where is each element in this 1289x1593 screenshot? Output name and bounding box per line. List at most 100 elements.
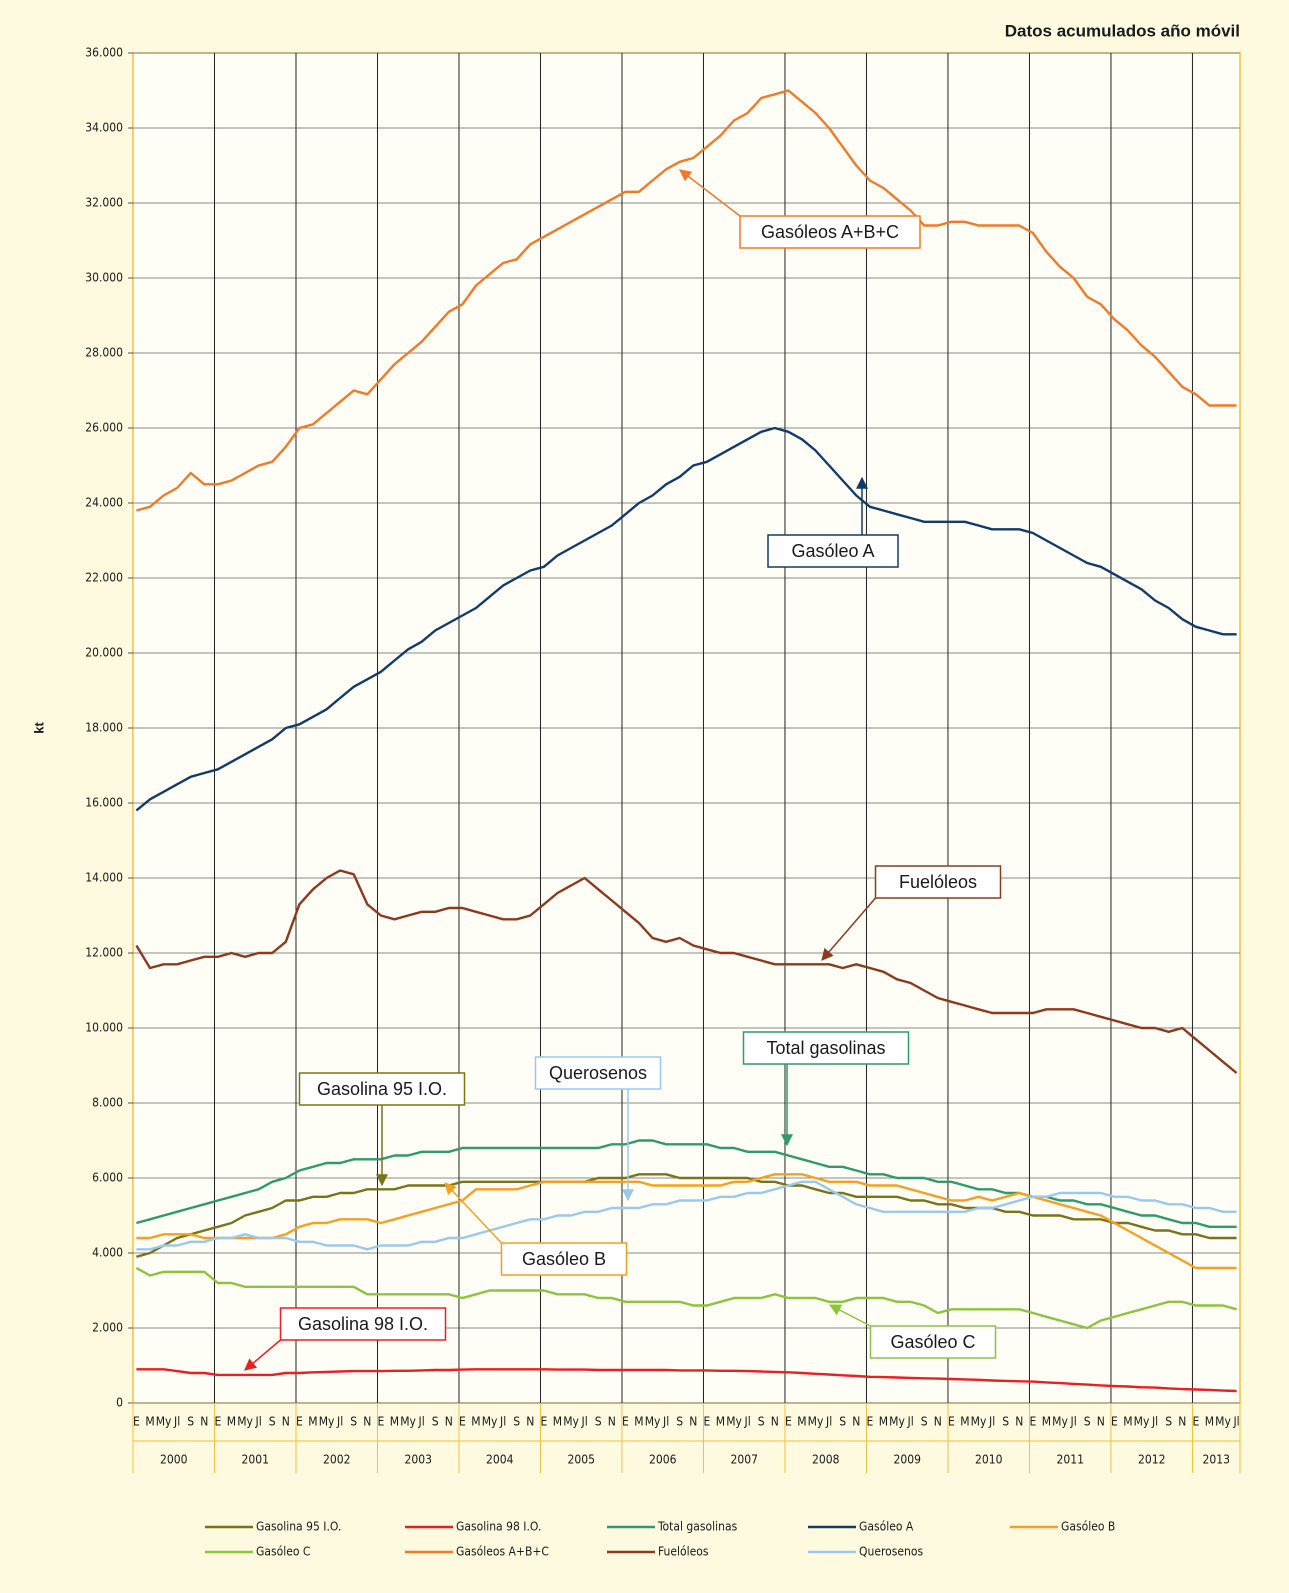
x-tick-label: S	[595, 1415, 602, 1429]
x-tick-label: S	[269, 1415, 276, 1429]
legend-label: Gasóleo C	[256, 1545, 310, 1559]
y-tick-label: 8.000	[92, 1096, 123, 1110]
annotation: Gasóleo A	[791, 541, 874, 561]
x-tick-label: E	[948, 1415, 955, 1429]
x-tick-label: My	[971, 1415, 987, 1429]
annotation-box	[869, 1325, 997, 1359]
x-tick-label: N	[1178, 1415, 1186, 1429]
x-tick-label: N	[852, 1415, 860, 1429]
x-tick-label: My	[400, 1415, 416, 1429]
year-label: 2000	[160, 1453, 188, 1467]
x-tick-label: My	[156, 1415, 172, 1429]
x-tick-label: My	[237, 1415, 253, 1429]
y-tick-label: 24.000	[85, 496, 123, 510]
y-tick-label: 6.000	[92, 1171, 123, 1185]
x-tick-label: M	[1123, 1415, 1132, 1429]
series-line	[136, 1173, 1237, 1270]
series-line	[136, 1139, 1237, 1228]
y-tick-label: 20.000	[85, 646, 123, 660]
legend-label: Fuelóleos	[658, 1545, 709, 1559]
x-tick-label: M	[1042, 1415, 1051, 1429]
x-tick-label: My	[808, 1415, 824, 1429]
legend-label: Total gasolinas	[657, 1520, 738, 1534]
x-tick-label: My	[889, 1415, 905, 1429]
x-tick-label: E	[133, 1415, 140, 1429]
y-tick-label: 32.000	[85, 196, 123, 210]
x-tick-label: My	[563, 1415, 579, 1429]
x-tick-label: S	[758, 1415, 765, 1429]
x-tick-label: N	[934, 1415, 942, 1429]
series-line	[136, 89, 1237, 512]
year-label: 2009	[893, 1453, 921, 1467]
x-tick-label: Jl	[255, 1415, 262, 1429]
annotation-arrow	[679, 169, 741, 217]
x-tick-label: E	[785, 1415, 792, 1429]
x-tick-label: M	[145, 1415, 154, 1429]
annotation-box	[874, 865, 1002, 899]
year-label: 2008	[812, 1453, 840, 1467]
x-tick-label: Jl	[336, 1415, 343, 1429]
x-tick-label: S	[921, 1415, 928, 1429]
annotation-box	[534, 1056, 662, 1090]
year-label: 2011	[1056, 1453, 1083, 1467]
x-tick-label: My	[1134, 1415, 1150, 1429]
year-label: 2013	[1202, 1453, 1229, 1467]
x-tick-label: E	[540, 1415, 547, 1429]
x-tick-label: N	[363, 1415, 371, 1429]
x-tick-label: E	[1192, 1415, 1199, 1429]
year-label: 2010	[975, 1453, 1003, 1467]
annotation: Gasóleos A+B+C	[761, 222, 899, 242]
x-tick-label: N	[526, 1415, 534, 1429]
annotation: Gasolina 95 I.O.	[317, 1079, 447, 1099]
y-tick-label: 34.000	[85, 121, 123, 135]
x-tick-label: N	[608, 1415, 616, 1429]
legend-label: Gasóleo A	[859, 1520, 914, 1534]
x-tick-label: Jl	[499, 1415, 506, 1429]
x-tick-label: S	[839, 1415, 846, 1429]
annotation-arrow	[244, 1339, 281, 1371]
y-tick-label: 12.000	[85, 946, 123, 960]
x-tick-label: S	[1165, 1415, 1172, 1429]
series-line	[136, 1368, 1237, 1393]
x-tick-label: My	[319, 1415, 335, 1429]
x-tick-label: S	[513, 1415, 520, 1429]
y-tick-label: 28.000	[85, 346, 123, 360]
series-line	[135, 869, 1238, 1074]
x-tick-label: E	[703, 1415, 710, 1429]
annotation: Gasóleo C	[890, 1332, 975, 1352]
annotation: Gasóleo B	[522, 1249, 606, 1269]
x-tick-label: S	[187, 1415, 194, 1429]
x-tick-label: S	[1084, 1415, 1091, 1429]
year-label: 2002	[323, 1453, 350, 1467]
y-tick-label: 10.000	[85, 1021, 123, 1035]
x-tick-label: N	[1015, 1415, 1023, 1429]
x-tick-label: Jl	[988, 1415, 995, 1429]
y-tick-label: 18.000	[85, 721, 123, 735]
year-label: 2004	[486, 1453, 514, 1467]
year-label: 2006	[649, 1453, 677, 1467]
y-tick-label: 14.000	[85, 871, 123, 885]
series-line	[136, 1180, 1237, 1251]
series-line	[135, 1266, 1237, 1330]
x-tick-label: Jl	[825, 1415, 832, 1429]
y-tick-label: 2.000	[92, 1321, 123, 1335]
x-tick-label: M	[879, 1415, 888, 1429]
x-tick-label: N	[1097, 1415, 1105, 1429]
x-tick-label: E	[459, 1415, 466, 1429]
x-tick-label: Jl	[173, 1415, 180, 1429]
x-tick-label: Jl	[1151, 1415, 1158, 1429]
annotation-arrow	[444, 1182, 503, 1244]
y-tick-label: 22.000	[85, 571, 123, 585]
x-tick-label: Jl	[907, 1415, 914, 1429]
x-tick-label: E	[622, 1415, 629, 1429]
x-tick-label: Jl	[1233, 1415, 1240, 1429]
legend-label: Gasóleos A+B+C	[456, 1545, 549, 1559]
annotation-box	[500, 1242, 628, 1276]
y-tick-label: 4.000	[92, 1246, 123, 1260]
legend-label: Gasolina 95 I.O.	[256, 1520, 341, 1534]
legend-label: Querosenos	[859, 1545, 923, 1559]
x-tick-label: E	[866, 1415, 873, 1429]
x-tick-label: My	[726, 1415, 742, 1429]
y-tick-label: 30.000	[85, 271, 123, 285]
